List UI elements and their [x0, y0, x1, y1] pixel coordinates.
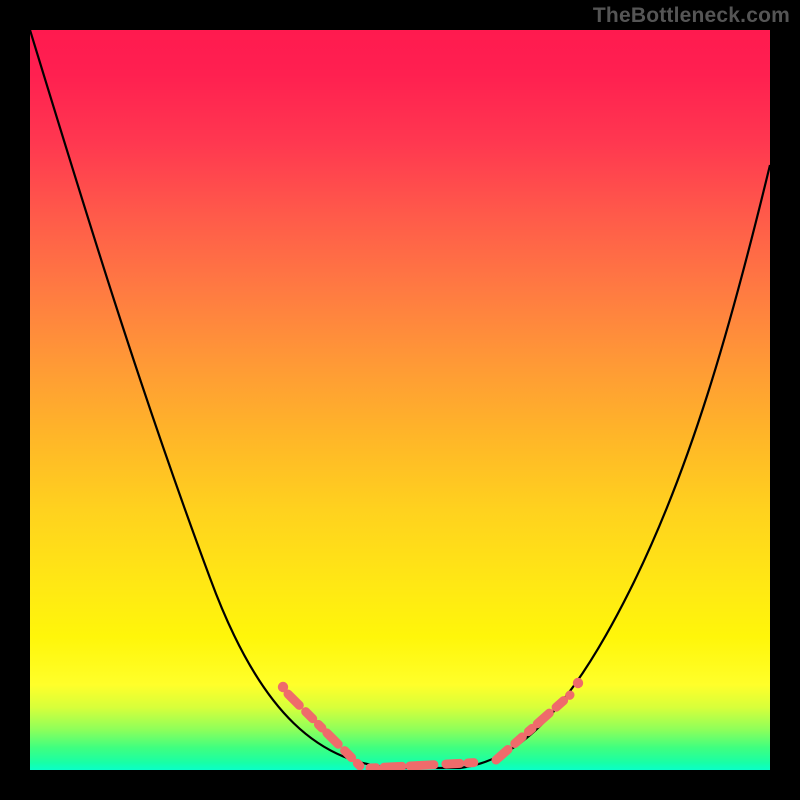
- highlight-bottom: [370, 762, 486, 768]
- plot-area: [30, 30, 770, 770]
- highlight-right-end: [573, 678, 583, 688]
- chart-container: TheBottleneck.com: [0, 0, 800, 800]
- attribution-text: TheBottleneck.com: [593, 4, 790, 28]
- highlight-left-end: [278, 682, 288, 692]
- gradient-background: [30, 30, 770, 770]
- plot-svg: [30, 30, 770, 770]
